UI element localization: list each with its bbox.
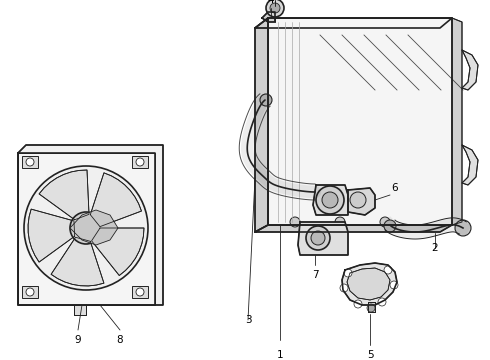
Polygon shape [462, 50, 478, 90]
Circle shape [384, 220, 396, 232]
Text: 6: 6 [392, 183, 398, 193]
Polygon shape [39, 170, 89, 220]
Polygon shape [262, 12, 275, 22]
Circle shape [354, 300, 362, 308]
Polygon shape [22, 156, 38, 168]
Text: 5: 5 [367, 350, 373, 360]
Circle shape [260, 94, 272, 106]
Circle shape [380, 217, 390, 227]
Polygon shape [342, 263, 397, 305]
Text: 7: 7 [312, 270, 318, 280]
Circle shape [26, 288, 34, 296]
Circle shape [316, 186, 344, 214]
Circle shape [335, 217, 345, 227]
Polygon shape [18, 145, 163, 305]
Circle shape [24, 166, 148, 290]
Circle shape [344, 269, 352, 277]
Circle shape [384, 266, 392, 274]
Circle shape [82, 224, 90, 232]
Polygon shape [22, 286, 38, 298]
Polygon shape [452, 18, 462, 225]
Text: 1: 1 [277, 350, 283, 360]
Circle shape [322, 192, 338, 208]
Polygon shape [347, 268, 390, 300]
Circle shape [26, 158, 34, 166]
Polygon shape [18, 153, 155, 305]
Circle shape [290, 217, 300, 227]
Polygon shape [268, 18, 452, 225]
Polygon shape [132, 286, 148, 298]
Polygon shape [74, 305, 86, 315]
Polygon shape [255, 225, 452, 232]
Polygon shape [70, 210, 118, 245]
Polygon shape [255, 18, 452, 28]
Circle shape [350, 192, 366, 208]
Text: 2: 2 [432, 243, 439, 253]
Polygon shape [462, 145, 478, 185]
Circle shape [311, 231, 325, 245]
Polygon shape [313, 185, 348, 215]
Circle shape [390, 281, 398, 289]
Circle shape [70, 212, 102, 244]
Polygon shape [368, 302, 375, 312]
Polygon shape [90, 173, 142, 227]
Circle shape [266, 0, 284, 17]
Circle shape [270, 3, 280, 13]
Polygon shape [51, 237, 104, 286]
Circle shape [378, 298, 386, 306]
Text: 3: 3 [245, 315, 251, 325]
Polygon shape [92, 228, 144, 275]
Text: 4: 4 [268, 0, 274, 5]
Circle shape [306, 226, 330, 250]
Circle shape [77, 219, 95, 237]
Polygon shape [132, 156, 148, 168]
Circle shape [455, 220, 471, 236]
Polygon shape [28, 209, 74, 262]
Polygon shape [255, 18, 268, 232]
Circle shape [367, 304, 375, 312]
Text: 9: 9 [74, 335, 81, 345]
Polygon shape [298, 222, 348, 255]
Polygon shape [348, 188, 375, 215]
Text: 8: 8 [117, 335, 123, 345]
Circle shape [136, 288, 144, 296]
Circle shape [340, 284, 348, 292]
Circle shape [136, 158, 144, 166]
